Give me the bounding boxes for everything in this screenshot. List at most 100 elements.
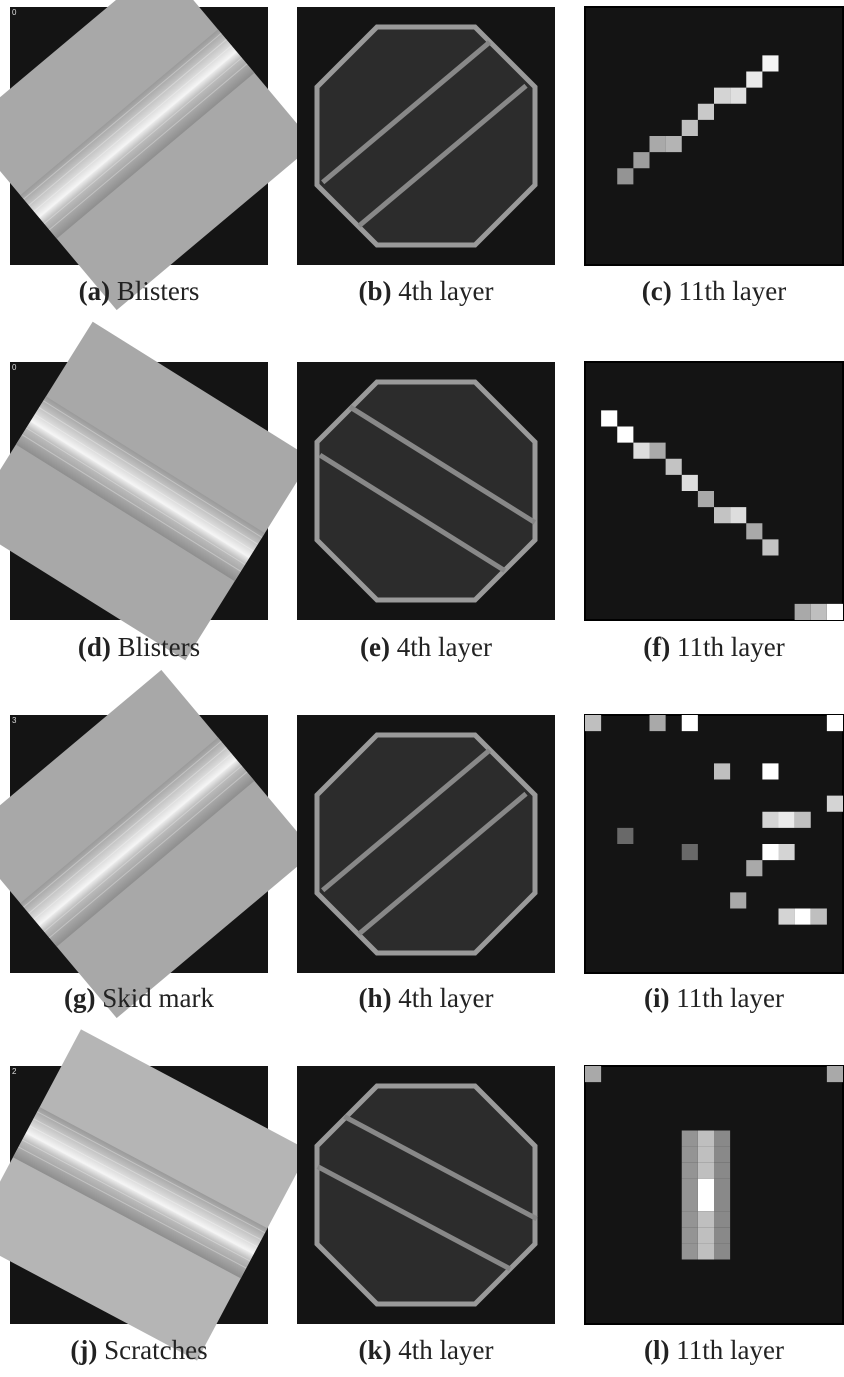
heat-cell xyxy=(827,796,843,812)
heat-cell xyxy=(617,427,633,443)
heat-cell xyxy=(746,72,762,88)
heat-cell xyxy=(811,909,827,925)
panel: (l) 11th layer xyxy=(585,1066,843,1365)
heat-cell xyxy=(682,475,698,491)
caption-space xyxy=(111,632,118,662)
figure: 0 (a) Blisters (b) 4th layer (c) 11th layer… xyxy=(0,0,844,1377)
heat-cell xyxy=(795,812,811,828)
panel: (f) 11th layer xyxy=(585,362,843,662)
caption-label: (f) xyxy=(643,632,670,662)
corner-label: 0 xyxy=(12,8,17,17)
caption-text: 11th layer xyxy=(676,983,784,1013)
heat-cell xyxy=(730,507,746,523)
panel: (e) 4th layer xyxy=(252,362,603,662)
heat-cell xyxy=(827,1066,843,1082)
heat-cell xyxy=(762,763,778,779)
caption: (e) 4th layer xyxy=(360,632,492,662)
heat-cell xyxy=(762,55,778,71)
panel: (k) 4th layer xyxy=(247,1066,607,1365)
heat-cell xyxy=(714,1179,730,1195)
panel: (c) 11th layer xyxy=(585,7,843,306)
heat-cell xyxy=(585,1066,601,1082)
caption-text: Skid mark xyxy=(102,983,214,1013)
heat-cell xyxy=(714,1227,730,1243)
caption-space xyxy=(110,276,117,306)
heat-cell xyxy=(650,443,666,459)
caption-space xyxy=(392,1335,399,1365)
heat-cell xyxy=(682,1179,698,1195)
caption-space xyxy=(670,632,677,662)
heat-cell xyxy=(730,88,746,104)
heat-cell xyxy=(682,1147,698,1163)
caption-text: Blisters xyxy=(117,276,200,306)
heat-cell xyxy=(714,1195,730,1211)
caption: (g) Skid mark xyxy=(64,983,214,1013)
heat-cell xyxy=(698,1131,714,1147)
heat-cell xyxy=(698,1195,714,1211)
heat-cell xyxy=(795,909,811,925)
caption-text: 4th layer xyxy=(398,1335,493,1365)
heat-cell xyxy=(617,828,633,844)
heat-cell xyxy=(746,860,762,876)
caption-space xyxy=(672,276,679,306)
heat-cell xyxy=(827,715,843,731)
caption-label: (e) xyxy=(360,632,390,662)
caption-label: (g) xyxy=(64,983,95,1013)
heat-cell xyxy=(746,523,762,539)
heat-cell xyxy=(714,507,730,523)
caption-space xyxy=(670,1335,677,1365)
panel: 3 (g) Skid mark xyxy=(0,644,345,1044)
caption-text: 4th layer xyxy=(397,632,492,662)
heat-cell xyxy=(779,909,795,925)
heat-cell xyxy=(698,491,714,507)
heat-cell xyxy=(714,88,730,104)
caption-text: Scratches xyxy=(104,1335,207,1365)
heat-cell xyxy=(779,844,795,860)
heat-cell xyxy=(698,1179,714,1195)
heat-cell xyxy=(698,1147,714,1163)
heat-cell xyxy=(585,715,601,731)
panel: 2(j) Scratches xyxy=(0,1011,344,1377)
caption-label: (k) xyxy=(359,1335,392,1365)
heat-cell xyxy=(682,1227,698,1243)
caption-label: (b) xyxy=(359,276,392,306)
panel: 0(d) Blisters xyxy=(0,301,345,682)
heat-cell xyxy=(682,1211,698,1227)
caption-space xyxy=(97,1335,104,1365)
caption: (l) 11th layer xyxy=(644,1335,784,1365)
caption-label: (l) xyxy=(644,1335,669,1365)
caption: (i) 11th layer xyxy=(644,983,784,1013)
caption-label: (d) xyxy=(78,632,111,662)
caption-space xyxy=(390,632,397,662)
heat-cell xyxy=(714,1163,730,1179)
caption: (j) Scratches xyxy=(70,1335,207,1365)
heat-cell xyxy=(714,1243,730,1259)
caption-text: 11th layer xyxy=(677,632,785,662)
caption-space xyxy=(392,276,399,306)
caption-label: (a) xyxy=(79,276,110,306)
heat-cell xyxy=(650,715,666,731)
caption: (d) Blisters xyxy=(78,632,200,662)
caption-text: 11th layer xyxy=(679,276,787,306)
caption: (h) 4th layer xyxy=(359,983,494,1013)
heat-cell xyxy=(730,892,746,908)
heat-cell xyxy=(682,1243,698,1259)
heat-cell xyxy=(714,1211,730,1227)
heat-cell xyxy=(682,1195,698,1211)
heat-cell xyxy=(827,604,843,620)
heat-cell xyxy=(698,1227,714,1243)
caption-text: 11th layer xyxy=(676,1335,784,1365)
heat-cell xyxy=(682,1131,698,1147)
heat-cell xyxy=(698,1163,714,1179)
panel: 0 (a) Blisters xyxy=(0,0,345,336)
heat-cell xyxy=(714,1131,730,1147)
photo xyxy=(0,301,345,682)
caption-text: 4th layer xyxy=(398,983,493,1013)
caption: (k) 4th layer xyxy=(359,1335,494,1365)
heat-cell xyxy=(698,104,714,120)
caption-label: (i) xyxy=(644,983,669,1013)
heat-cell xyxy=(698,1243,714,1259)
image-background xyxy=(585,7,843,265)
corner-label: 3 xyxy=(12,716,17,725)
heat-cell xyxy=(666,136,682,152)
